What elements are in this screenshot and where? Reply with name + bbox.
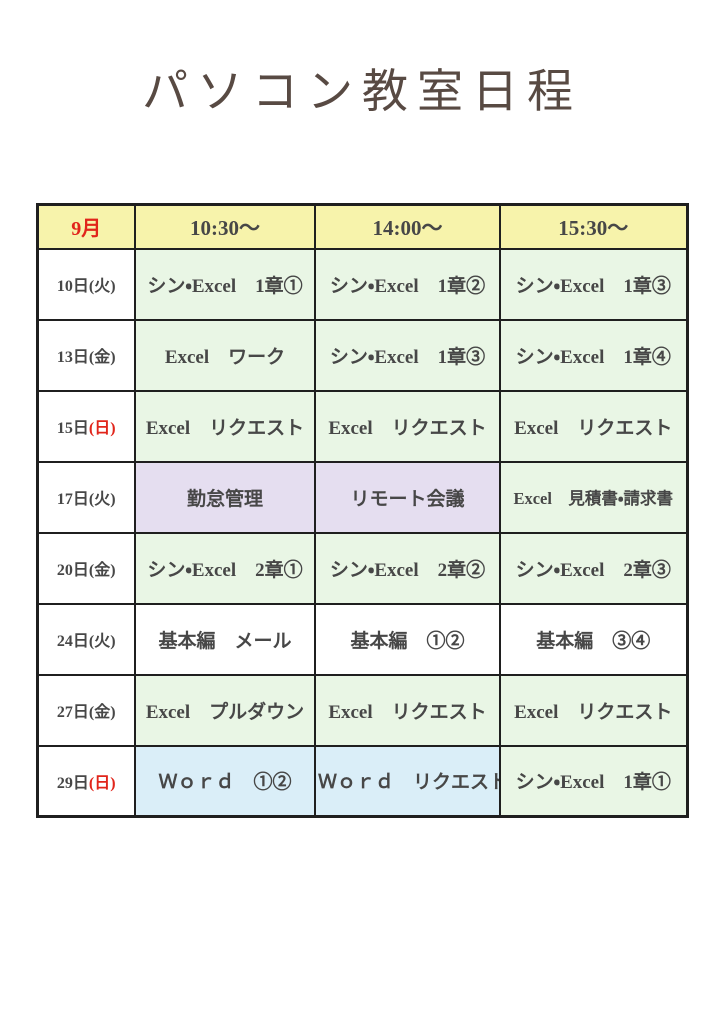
schedule-table: 9月 10:30～ 14:00～ 15:30～ 10日(火) シン・Excel … [35,203,689,819]
table-row: 20日(金) シン・Excel 2章① シン・Excel 2章② シン・Exce… [36,531,688,605]
date-cell: 10日(火) [36,247,136,321]
lesson-cell: Excel リクエスト [499,673,688,747]
month-header: 9月 [36,203,136,250]
lesson-cell: シン・Excel 1章① [499,744,688,818]
lesson-cell: シン・Excel 1章④ [499,318,688,392]
table-row: 29日(日) Ｗｏｒｄ ①② Ｗｏｒｄ リクエスト シン・Excel 1章① [36,744,688,818]
date-number: 29日 [56,774,89,792]
lesson-cell: リモート会議 [314,460,501,534]
lesson-cell: Excel リクエスト [314,389,501,463]
date-weekday: (火) [88,278,116,296]
lesson-cell: シン・Excel 1章③ [499,247,688,321]
lesson-cell: シン・Excel 1章② [314,247,501,321]
date-weekday: (金) [88,349,116,367]
date-weekday: (日) [88,774,116,792]
lesson-cell: シン・Excel 1章① [134,247,316,321]
lesson-cell: Excel 見積書・請求書 [499,460,688,534]
date-number: 10日 [56,278,89,296]
lesson-cell: Ｗｏｒｄ ①② [134,744,316,818]
lesson-cell: 基本編 メール [134,602,316,676]
lesson-cell: シン・Excel 2章③ [499,531,688,605]
date-number: 15日 [56,420,89,438]
date-number: 27日 [56,704,89,722]
lesson-cell: Excel プルダウン [134,673,316,747]
date-number: 17日 [56,491,89,509]
lesson-cell: シン・Excel 2章① [134,531,316,605]
lesson-cell: シン・Excel 1章③ [314,318,501,392]
table-row: 10日(火) シン・Excel 1章① シン・Excel 1章② シン・Exce… [36,247,688,321]
table-row: 15日(日) Excel リクエスト Excel リクエスト Excel リクエ… [36,389,688,463]
table-row: 17日(火) 勤怠管理 リモート会議 Excel 見積書・請求書 [36,460,688,534]
date-number: 24日 [56,633,89,651]
time-header-1400: 14:00～ [314,203,501,250]
date-weekday: (金) [88,562,116,580]
date-cell: 17日(火) [36,460,136,534]
time-header-1530: 15:30～ [499,203,688,250]
date-weekday: (日) [88,420,116,438]
lesson-cell: シン・Excel 2章② [314,531,501,605]
lesson-cell: Excel ワーク [134,318,316,392]
date-cell: 29日(日) [36,744,136,818]
date-number: 13日 [56,349,89,367]
table-row: 24日(火) 基本編 メール 基本編 ①② 基本編 ③④ [36,602,688,676]
page-title: パソコン教室日程 [142,66,582,117]
date-weekday: (金) [88,704,116,722]
date-cell: 27日(金) [36,673,136,747]
date-cell: 13日(金) [36,318,136,392]
date-number: 20日 [56,562,89,580]
lesson-cell: Excel リクエスト [499,389,688,463]
lesson-cell: 勤怠管理 [134,460,316,534]
header-row: 9月 10:30～ 14:00～ 15:30～ [36,203,688,250]
date-cell: 20日(金) [36,531,136,605]
table-row: 27日(金) Excel プルダウン Excel リクエスト Excel リクエ… [36,673,688,747]
lesson-cell: 基本編 ①② [314,602,501,676]
table-row: 13日(金) Excel ワーク シン・Excel 1章③ シン・Excel 1… [36,318,688,392]
time-header-1030: 10:30～ [134,203,316,250]
lesson-cell: 基本編 ③④ [499,602,688,676]
lesson-cell: Ｗｏｒｄ リクエスト [314,744,501,818]
date-cell: 15日(日) [36,389,136,463]
date-cell: 24日(火) [36,602,136,676]
date-weekday: (火) [88,633,116,651]
lesson-cell: Excel リクエスト [314,673,501,747]
lesson-cell: Excel リクエスト [134,389,316,463]
date-weekday: (火) [88,491,116,509]
